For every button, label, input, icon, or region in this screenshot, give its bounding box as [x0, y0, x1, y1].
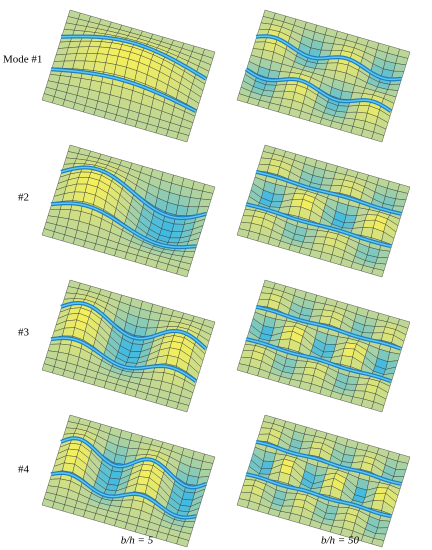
surface-cell	[176, 537, 190, 548]
surface-cell	[375, 527, 389, 535]
surface-cell	[177, 195, 191, 207]
surface-cell	[109, 470, 123, 480]
row-label: #2	[18, 192, 29, 204]
stiffener-top	[50, 68, 197, 112]
stiffener-top	[50, 202, 197, 248]
surface-cell	[371, 401, 385, 413]
surface-cell	[331, 43, 345, 51]
surface-cell	[341, 454, 355, 463]
surface-cell	[377, 520, 391, 529]
surface-cell	[387, 351, 401, 362]
row-label: #3	[18, 327, 30, 339]
stiffener-top	[245, 203, 392, 247]
column-label: b/h = 50	[321, 535, 359, 547]
stiffener-top	[50, 472, 197, 519]
surface-cell	[320, 42, 334, 51]
column-label: b/h = 5	[121, 535, 154, 547]
surface-cell	[371, 267, 385, 278]
surface-cell	[186, 475, 199, 486]
surface-cell	[176, 402, 190, 413]
panels	[41, 9, 411, 548]
surface-cell	[393, 469, 407, 477]
surface-cell	[343, 342, 357, 350]
surface-cell	[176, 132, 190, 143]
stiffener-top	[60, 302, 207, 350]
stiffener-top	[60, 437, 207, 489]
surface-cell	[113, 454, 127, 465]
surface-cell	[339, 90, 353, 100]
surface-cell	[304, 228, 318, 237]
surface-cell	[134, 326, 148, 337]
stiffener-top	[245, 338, 392, 382]
surface-cell	[258, 22, 272, 30]
surface-cell	[393, 198, 407, 207]
surface-cell	[315, 230, 329, 238]
surface-cell	[371, 538, 385, 548]
stiffener-top	[255, 441, 402, 485]
stiffener-top	[255, 171, 402, 215]
surface-cell	[346, 376, 360, 385]
stiffener-top	[50, 337, 197, 382]
surface-cell	[242, 209, 256, 217]
surface-cell	[267, 69, 281, 79]
row-label: #4	[18, 464, 30, 476]
surface-cell	[371, 131, 385, 143]
surface-cell	[182, 491, 195, 501]
stiffener-top	[255, 306, 402, 350]
surface-cell	[393, 63, 407, 72]
stiffener-top	[245, 68, 392, 112]
surface-cell	[377, 249, 391, 258]
surface-cell	[176, 267, 190, 278]
surface-cell	[198, 198, 212, 208]
row-label: Mode #1	[3, 54, 42, 66]
stiffener-top	[60, 166, 207, 219]
stiffener-top	[255, 35, 402, 81]
stiffener-top	[245, 473, 392, 517]
stiffener-top	[61, 35, 207, 80]
